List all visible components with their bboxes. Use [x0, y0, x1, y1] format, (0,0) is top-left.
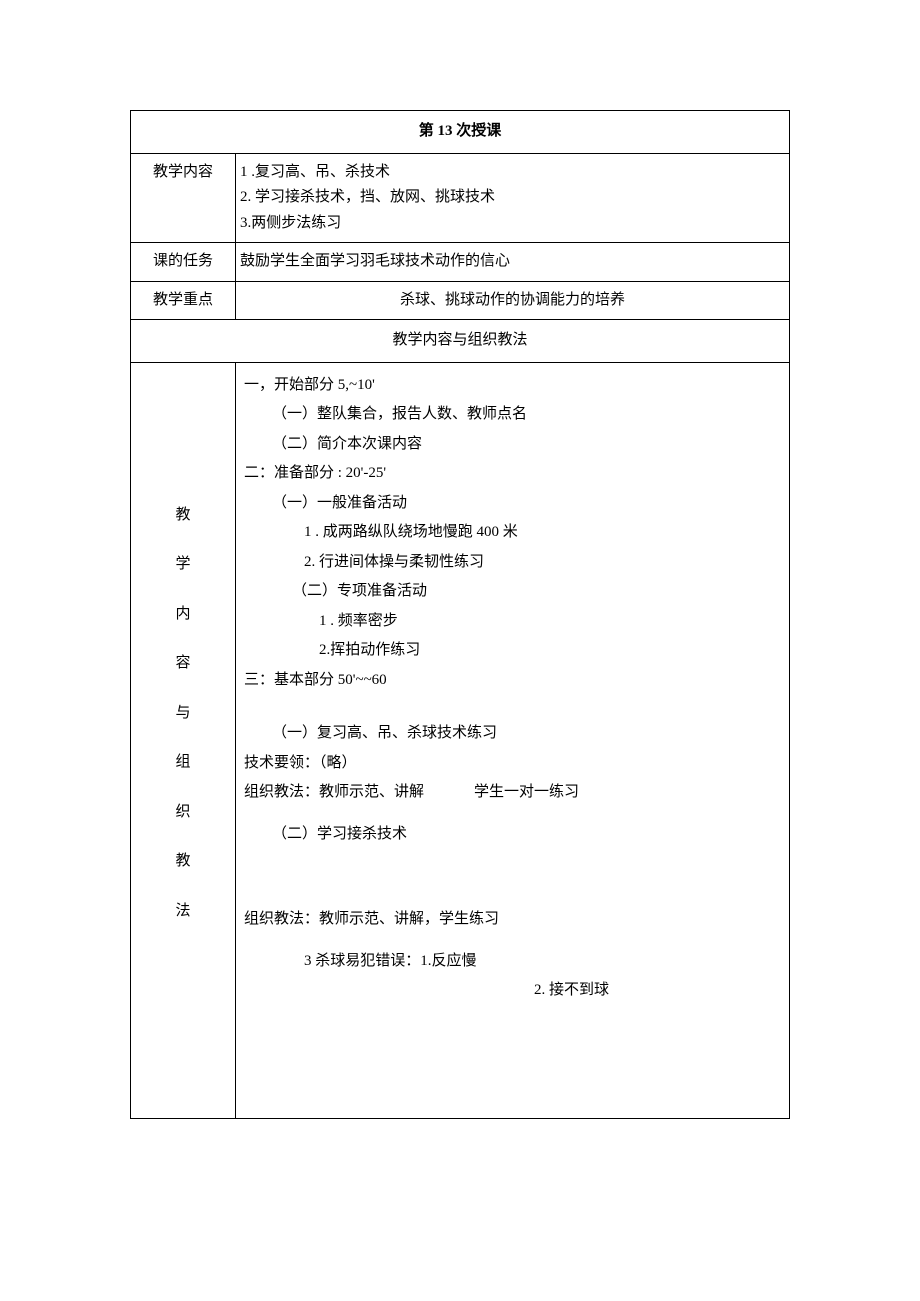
section-2-item: 2.挥拍动作练习	[244, 638, 781, 664]
section-3-sub: （二）学习接杀技术	[244, 822, 781, 848]
vlabel-char: 与	[175, 701, 190, 727]
section-1-item: （一）整队集合，报告人数、教师点名	[244, 402, 781, 428]
teaching-content-item: 2. 学习接杀技术，挡、放网、挑球技术	[240, 185, 785, 211]
section-2-sub: （一）一般准备活动	[244, 491, 781, 517]
section-2-item: 2. 行进间体操与柔韧性练习	[244, 550, 781, 576]
org-text-b: 学生一对一练习	[474, 784, 579, 800]
focus-label: 教学重点	[131, 281, 236, 320]
vlabel-char: 法	[175, 899, 190, 925]
vlabel-char: 教	[175, 849, 190, 875]
lesson-title: 第 13 次授课	[131, 111, 790, 154]
org-text-a: 组织教法：教师示范、讲解	[244, 784, 424, 800]
section-2-item: 1 . 频率密步	[244, 609, 781, 635]
vlabel-char: 学	[175, 552, 190, 578]
section-3-error-item: 2. 接不到球	[244, 978, 781, 1004]
task-value: 鼓励学生全面学习羽毛球技术动作的信心	[236, 243, 790, 282]
teaching-content-label: 教学内容	[131, 153, 236, 243]
focus-value: 杀球、挑球动作的协调能力的培养	[236, 281, 790, 320]
section-3-org: 组织教法：教师示范、讲解 学生一对一练习	[244, 780, 781, 806]
section-3-org: 组织教法：教师示范、讲解，学生练习	[244, 907, 781, 933]
vlabel-char: 织	[175, 800, 190, 826]
section-header: 教学内容与组织教法	[131, 320, 790, 363]
vertical-label-text: 教 学 内 容 与 组 织 教 法	[135, 503, 231, 925]
section-2-sub: （二）专项准备活动	[244, 579, 781, 605]
teaching-content-item: 1 .复习高、吊、杀技术	[240, 160, 785, 186]
vlabel-char: 教	[175, 503, 190, 529]
section-3-title: 三：基本部分 50'~~60	[244, 668, 781, 694]
vlabel-char: 容	[175, 651, 190, 677]
section-1-item: （二）简介本次课内容	[244, 432, 781, 458]
section-1-title: 一，开始部分 5,~10'	[244, 373, 781, 399]
section-3-sub: （一）复习高、吊、杀球技术练习	[244, 721, 781, 747]
lesson-plan-table: 第 13 次授课 教学内容 1 .复习高、吊、杀技术 2. 学习接杀技术，挡、放…	[130, 110, 790, 1119]
vertical-label-cell: 教 学 内 容 与 组 织 教 法	[131, 362, 236, 1118]
vlabel-char: 内	[175, 602, 190, 628]
vlabel-char: 组	[175, 750, 190, 776]
section-2-item: 1 . 成两路纵队绕场地慢跑 400 米	[244, 520, 781, 546]
task-label: 课的任务	[131, 243, 236, 282]
teaching-content-item: 3.两侧步法练习	[240, 211, 785, 237]
main-content-cell: 一，开始部分 5,~10' （一）整队集合，报告人数、教师点名 （二）简介本次课…	[236, 362, 790, 1118]
section-2-title: 二：准备部分 : 20'-25'	[244, 461, 781, 487]
section-3-error: 3 杀球易犯错误：1.反应慢	[244, 949, 781, 975]
section-3-tech: 技术要领：（略）	[244, 751, 781, 777]
teaching-content-value: 1 .复习高、吊、杀技术 2. 学习接杀技术，挡、放网、挑球技术 3.两侧步法练…	[236, 153, 790, 243]
